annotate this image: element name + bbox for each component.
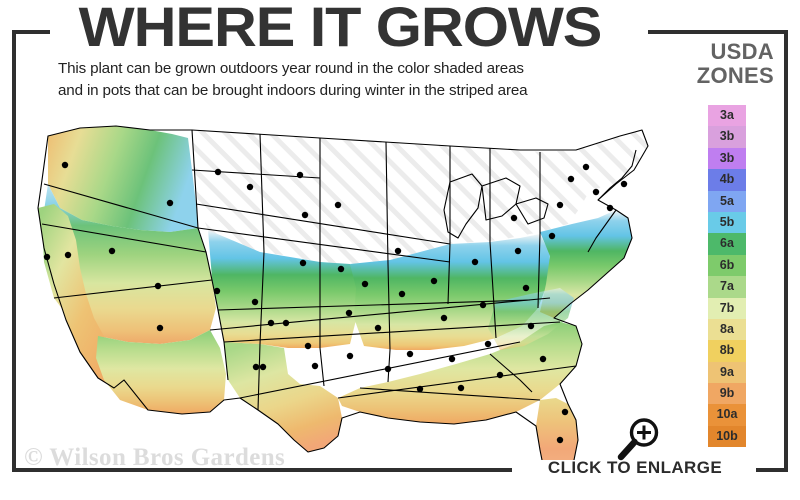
zone-swatch-9a[interactable]: 9a (708, 361, 746, 384)
usda-zones-heading-line-1: USDA (710, 39, 774, 64)
zone-swatch-7b[interactable]: 7b (708, 297, 746, 319)
zone-swatch-3b[interactable]: 3b (708, 147, 746, 170)
page-title: WHERE IT GROWS (78, 0, 603, 58)
magnifier-plus-svg (617, 418, 659, 461)
zone-swatch-8a[interactable]: 8a (708, 318, 746, 341)
zone-swatch-5a[interactable]: 5a (708, 190, 746, 212)
frame-border-top-right (648, 30, 788, 34)
zone-swatch-4b[interactable]: 4b (708, 169, 746, 191)
frame-border-top-left (12, 30, 50, 34)
zone-swatch-10a[interactable]: 10a (708, 404, 746, 426)
color-shaded-zone-region (38, 126, 632, 460)
zone-swatch-3a[interactable]: 3a (708, 105, 746, 127)
usda-hardiness-zone-map[interactable] (20, 112, 660, 460)
zone-swatch-10b[interactable]: 10b (708, 425, 746, 448)
zone-swatch-3b[interactable]: 3b (708, 126, 746, 148)
zone-swatch-9b[interactable]: 9b (708, 383, 746, 405)
subtitle-text: This plant can be grown outdoors year ro… (58, 58, 628, 102)
usda-zones-heading: USDA ZONES (648, 40, 782, 88)
map-svg (37, 125, 649, 460)
zone-swatch-5b[interactable]: 5b (708, 211, 746, 234)
click-to-enlarge-label[interactable]: CLICK TO ENLARGE (547, 458, 723, 477)
subtitle-line-1: This plant can be grown outdoors year ro… (58, 60, 524, 77)
frame-border-bottom-right (756, 468, 788, 472)
frame-border-bottom-left (12, 468, 512, 472)
usda-zone-legend: 3a 3b 3b 4b 5a 5b 6a 6b 7a 7b 8a 8b 9a 9b 10a 10b (708, 105, 746, 448)
zone-swatch-6a[interactable]: 6a (708, 233, 746, 255)
city-dots (43, 161, 628, 444)
zone-swatch-6b[interactable]: 6b (708, 254, 746, 277)
frame-border-right (784, 30, 788, 472)
state-boundaries (37, 125, 649, 460)
magnifier-plus-icon[interactable] (615, 415, 663, 463)
zone-swatch-8b[interactable]: 8b (708, 340, 746, 362)
usda-zones-heading-line-2: ZONES (696, 63, 774, 88)
watermark-copyright: © Wilson Bros Gardens (24, 444, 286, 471)
subtitle-line-2: and in pots that can be brought indoors … (58, 82, 528, 99)
zone-swatch-7a[interactable]: 7a (708, 276, 746, 298)
frame-border-left (12, 30, 16, 472)
striped-zone-region (192, 130, 648, 264)
